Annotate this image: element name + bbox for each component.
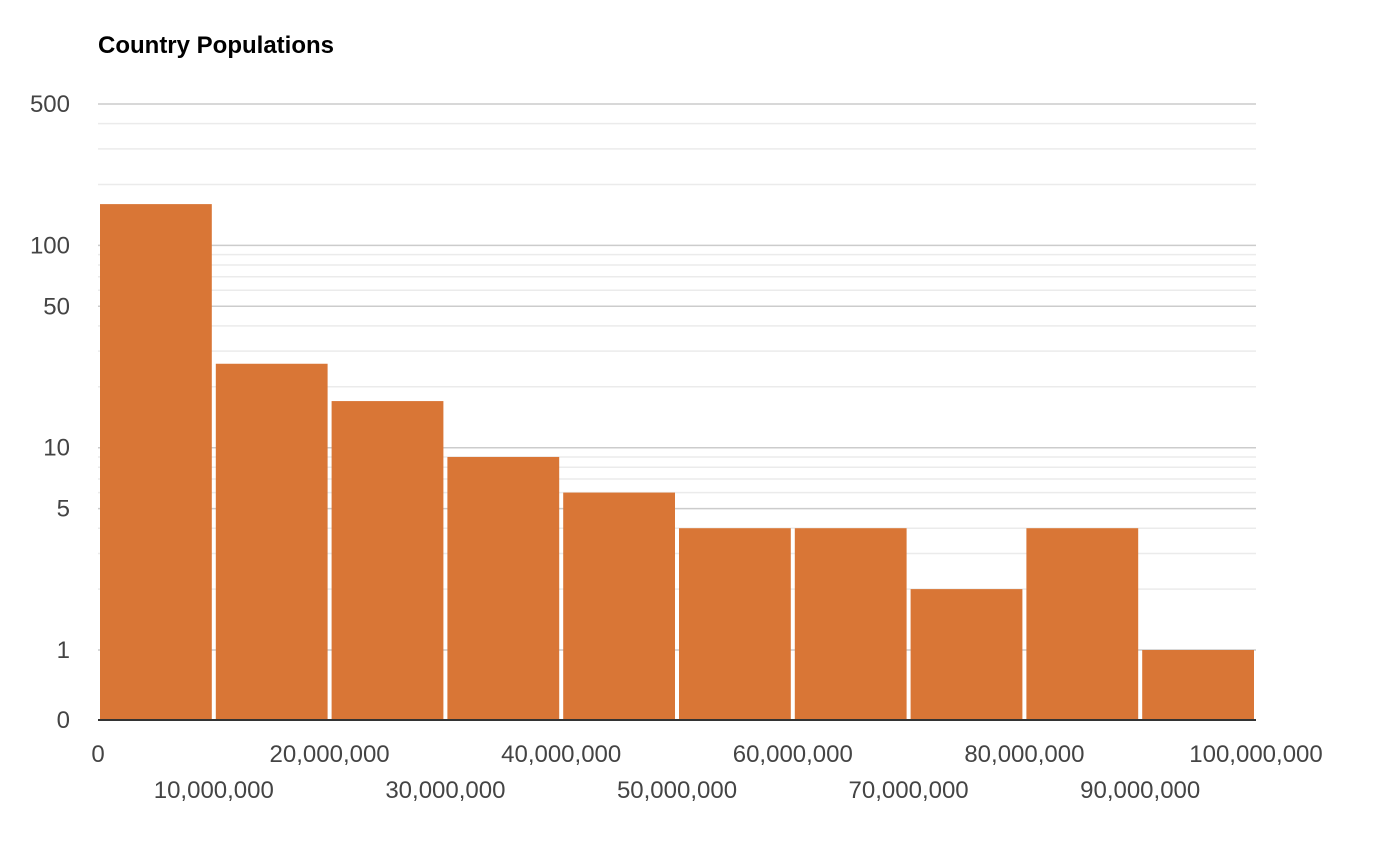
y-tick-label: 5 xyxy=(57,496,70,523)
histogram-bar xyxy=(563,492,675,720)
histogram-bar xyxy=(1142,650,1254,720)
y-tick-label: 10 xyxy=(43,435,70,462)
x-tick-label: 30,000,000 xyxy=(385,777,505,804)
x-tick-label: 50,000,000 xyxy=(617,777,737,804)
chart-title: Country Populations xyxy=(98,32,334,59)
histogram-bar xyxy=(1026,528,1139,720)
histogram-bar xyxy=(794,528,907,720)
histogram-bar xyxy=(679,528,791,720)
x-tick-label: 90,000,000 xyxy=(1080,777,1200,804)
y-tick-label: 50 xyxy=(43,293,70,320)
x-axis-ticks: 0 10,000,000 20,000,000 30,000,000 40,000,00… xyxy=(91,741,1322,804)
x-tick-label: 40,000,000 xyxy=(501,741,621,768)
histogram-bar xyxy=(215,363,328,720)
x-tick-label: 70,000,000 xyxy=(849,777,969,804)
x-tick-label: 80,000,000 xyxy=(964,741,1084,768)
histogram-bar xyxy=(910,589,1023,720)
y-tick-label: 0 xyxy=(57,707,70,734)
histogram-bar xyxy=(331,401,444,720)
y-axis-ticks: 0 1 5 10 50 100 500 xyxy=(30,91,70,734)
histogram-bar xyxy=(447,456,560,720)
x-tick-label: 20,000,000 xyxy=(270,741,390,768)
x-tick-label: 60,000,000 xyxy=(733,741,853,768)
x-tick-label: 100,000,000 xyxy=(1189,741,1322,768)
x-tick-label: 10,000,000 xyxy=(154,777,274,804)
x-tick-label: 0 xyxy=(91,741,104,768)
y-tick-label: 500 xyxy=(30,91,70,118)
y-tick-label: 100 xyxy=(30,232,70,259)
y-tick-label: 1 xyxy=(57,637,70,664)
histogram-bar xyxy=(100,204,212,721)
bars xyxy=(100,204,1254,721)
